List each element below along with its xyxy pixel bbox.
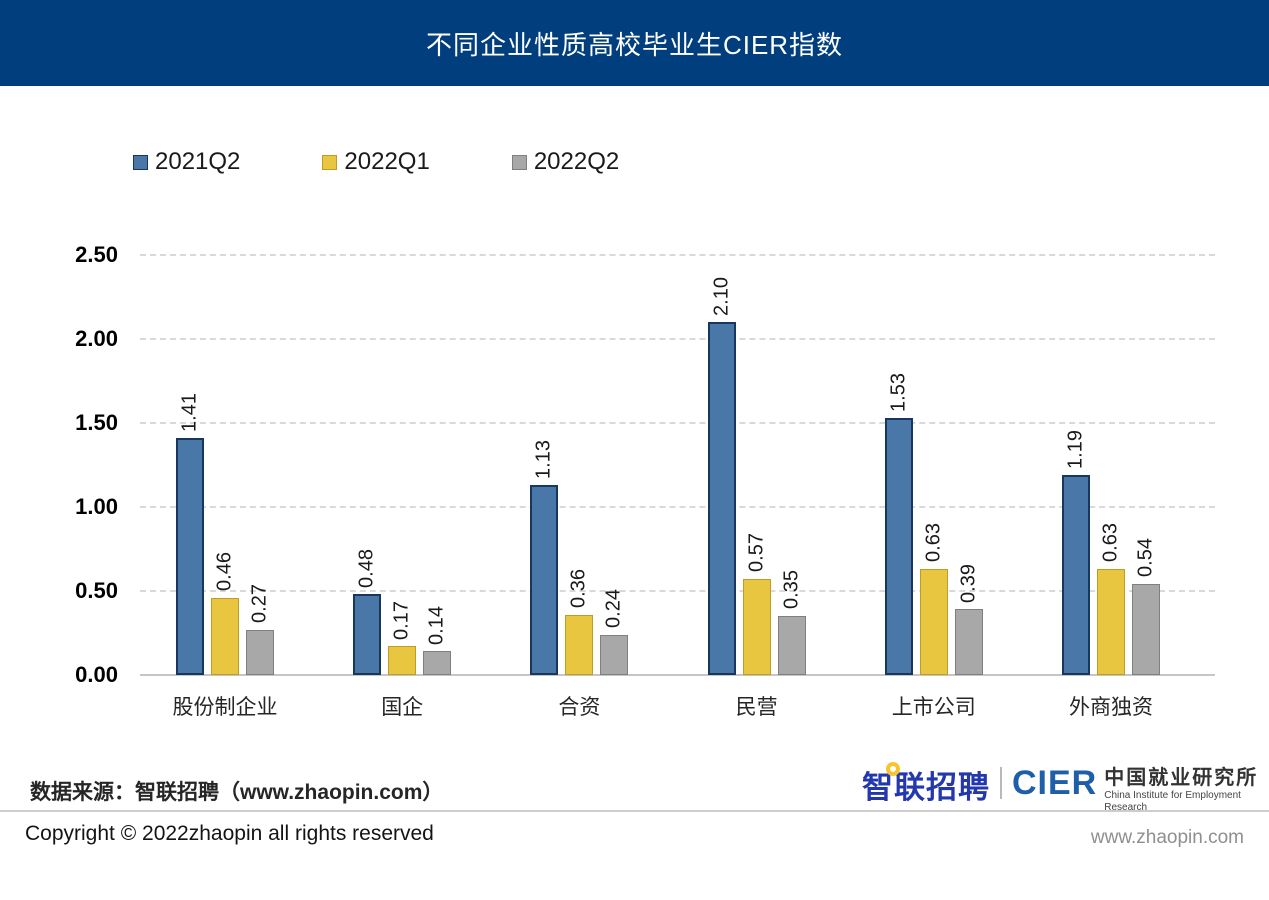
bar-value-label: 1.19	[1064, 430, 1087, 470]
copyright-text: Copyright © 2022zhaopin all rights reser…	[25, 822, 434, 845]
bar-2022Q2: 0.35	[777, 570, 806, 675]
x-axis-line	[140, 674, 1215, 676]
bar-value-label: 0.54	[1134, 538, 1157, 578]
bar-2022Q1: 0.17	[388, 601, 417, 675]
bar-value-label: 0.17	[390, 600, 413, 640]
bar-value-label: 0.27	[248, 583, 271, 623]
bar-value-label: 0.57	[745, 533, 768, 573]
y-axis-tick-label: 2.00	[75, 326, 118, 351]
bar-2021Q2: 1.53	[884, 373, 913, 675]
bar-value-label: 0.36	[567, 568, 590, 608]
legend-label: 2022Q1	[344, 148, 430, 175]
bar-2022Q2: 0.54	[1132, 538, 1160, 675]
legend-item-2021Q2: 2021Q2	[133, 148, 240, 176]
legend-item-2022Q2: 2022Q2	[511, 148, 620, 176]
x-axis-category-label: 上市公司	[891, 696, 976, 719]
legend-item-2022Q1: 2022Q1	[322, 148, 430, 176]
bar-2021Q2: 1.13	[530, 440, 559, 675]
bar-value-label: 0.14	[425, 605, 448, 645]
bar-2022Q2: 0.24	[600, 589, 629, 675]
cier-logo-text: CIER	[1012, 764, 1098, 802]
y-axis-tick-label: 0.00	[75, 662, 118, 687]
legend-label: 2022Q2	[533, 148, 620, 175]
cier-logo: CIER 中国就业研究所 China Institute for Employm…	[1012, 765, 1269, 814]
bar-2021Q2: 0.48	[353, 549, 382, 675]
bar-2021Q2: 1.19	[1062, 430, 1090, 675]
x-axis-category-label: 民营	[735, 696, 778, 719]
x-axis-category-label: 股份制企业	[172, 696, 278, 719]
bar-value-label: 0.63	[922, 523, 945, 563]
y-axis-tick-label: 2.50	[75, 242, 118, 267]
y-axis-tick-label: 0.50	[75, 578, 118, 603]
y-axis-tick-label: 1.00	[75, 494, 118, 519]
bar-2022Q2: 0.27	[246, 584, 274, 675]
legend-marker-icon	[133, 154, 148, 170]
x-axis-category-label: 外商独资	[1069, 696, 1153, 719]
bar-2022Q2: 0.39	[954, 564, 983, 675]
bar-value-label: 0.35	[780, 570, 803, 610]
bar-value-label: 0.48	[355, 549, 378, 589]
y-axis-tick-label: 1.50	[75, 410, 118, 435]
bar-2022Q1: 0.46	[211, 552, 239, 675]
bar-2022Q1: 0.63	[919, 523, 948, 675]
gridline	[140, 590, 1215, 592]
bar-value-label: 1.13	[532, 440, 555, 480]
bar-value-label: 1.53	[887, 373, 910, 412]
x-axis-category-label: 合资	[558, 696, 601, 719]
gridline	[140, 422, 1215, 424]
bar-2021Q2: 2.10	[707, 277, 736, 675]
legend-marker-icon	[322, 154, 338, 170]
bar-2022Q1: 0.36	[565, 569, 594, 675]
bar-2022Q2: 0.14	[423, 606, 452, 675]
bar-value-label: 0.24	[602, 588, 625, 628]
logo-separator	[1000, 767, 1002, 799]
bar-2022Q1: 0.57	[742, 533, 771, 675]
website-text: www.zhaopin.com	[1090, 827, 1244, 848]
x-axis-category-label: 国企	[381, 696, 424, 719]
gridline	[140, 338, 1215, 340]
gridline	[140, 254, 1215, 256]
zhaopin-logo: 智联招聘	[862, 770, 990, 805]
chart-legend: 2021Q2 2022Q1 2022Q2	[133, 148, 619, 176]
zhaopin-logo-dot-icon	[886, 762, 900, 776]
bar-value-label: 0.46	[213, 551, 236, 591]
legend-label: 2021Q2	[155, 148, 241, 175]
bar-value-label: 2.10	[710, 277, 733, 317]
bar-value-label: 0.63	[1099, 523, 1122, 563]
chart-title-bar: 不同企业性质高校毕业生CIER指数	[0, 0, 1269, 86]
bar-value-label: 0.39	[957, 563, 980, 603]
footer-divider	[0, 810, 1269, 812]
legend-marker-icon	[511, 154, 527, 170]
bar-2022Q1: 0.63	[1097, 523, 1125, 675]
bar-2021Q2: 1.41	[176, 393, 204, 675]
cier-logo-english: China Institute for Employment Research	[1104, 790, 1241, 813]
bar-value-label: 1.41	[178, 393, 201, 433]
data-source-label: 数据来源：智联招聘（www.zhaopin.com）	[30, 781, 444, 804]
cier-logo-chinese: 中国就业研究所	[1104, 767, 1259, 789]
page-title: 不同企业性质高校毕业生CIER指数	[425, 29, 844, 60]
gridline	[140, 506, 1215, 508]
